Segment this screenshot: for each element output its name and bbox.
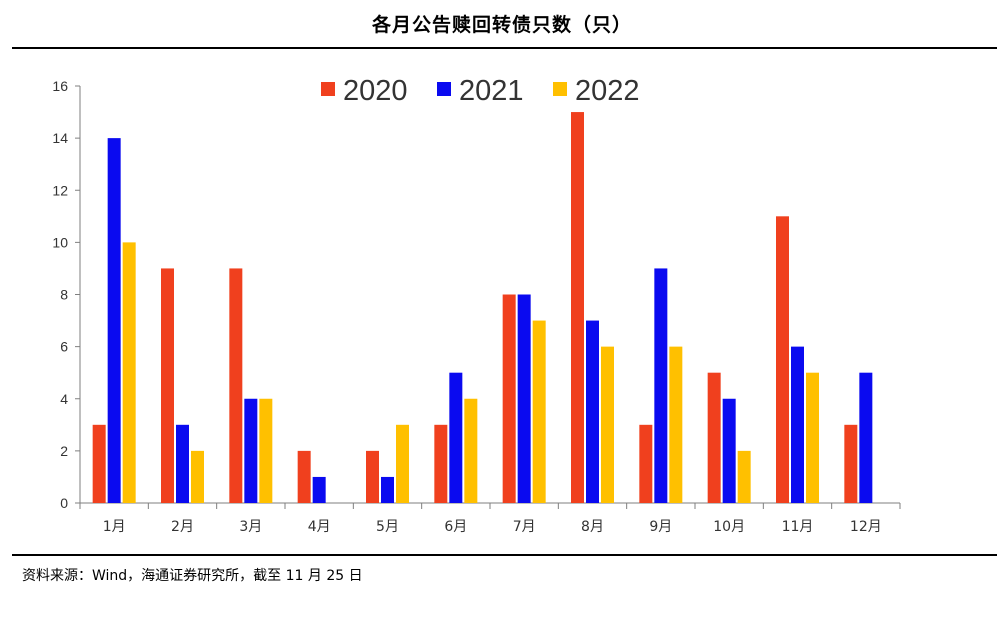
y-tick-label: 6 <box>60 339 68 355</box>
bar-2022-3 <box>259 398 273 503</box>
bar-2021-7 <box>517 294 531 503</box>
bar-2021-4 <box>312 476 326 503</box>
bottom-divider <box>12 554 997 556</box>
x-tick-label: 3月 <box>239 519 262 535</box>
bar-2022-8 <box>601 346 614 503</box>
x-tick-label: 11月 <box>782 519 814 535</box>
y-tick-label: 10 <box>52 234 68 250</box>
x-tick-label: 1月 <box>103 519 126 535</box>
legend-swatch-2021 <box>437 82 451 96</box>
source-note: 资料来源：Wind，海通证券研究所，截至 11 月 25 日 <box>22 568 363 584</box>
y-tick-label: 0 <box>60 495 68 511</box>
x-tick-label: 5月 <box>376 519 399 535</box>
legend-label-2020: 2020 <box>343 75 408 107</box>
x-tick-label: 10月 <box>713 519 745 535</box>
y-tick-label: 4 <box>60 391 68 407</box>
bar-2020-5 <box>366 450 379 503</box>
x-tick-label: 7月 <box>513 519 536 535</box>
bar-2022-6 <box>464 398 478 503</box>
top-divider <box>12 47 997 49</box>
bar-2021-10 <box>722 398 736 503</box>
bar-2020-7 <box>502 294 516 503</box>
bar-2020-3 <box>229 268 243 503</box>
bar-2020-10 <box>707 372 721 503</box>
bar-2021-11 <box>791 346 804 503</box>
bar-2020-4 <box>297 450 311 503</box>
bar-2020-9 <box>639 424 653 503</box>
bar-2021-2 <box>176 424 189 503</box>
x-tick-label: 2月 <box>171 519 194 535</box>
bar-2022-5 <box>396 424 409 503</box>
axes: 0 2 4 6 8 10 12 14 16 1月 2月 3月 4月 5月 6月 7月 8月 9月 10月 11月 12月 <box>52 78 901 535</box>
bar-2020-8 <box>571 112 584 503</box>
bar-2022-10 <box>737 450 751 503</box>
x-tick-label: 12月 <box>850 519 882 535</box>
bar-2020-12 <box>844 424 858 503</box>
bar-2021-5 <box>381 476 394 503</box>
legend-swatch-2022 <box>553 82 567 96</box>
bar-2020-11 <box>776 216 789 503</box>
chart-title: 各月公告赎回转债只数（只） <box>371 14 632 36</box>
legend-label-2022: 2022 <box>575 75 640 107</box>
y-tick-label: 14 <box>52 130 68 146</box>
legend: 2020 2021 2022 <box>321 75 640 107</box>
bar-2020-2 <box>161 268 174 503</box>
bar-2021-8 <box>586 320 599 503</box>
bar-2020-6 <box>434 424 448 503</box>
y-tick-label: 8 <box>60 287 68 303</box>
legend-label-2021: 2021 <box>459 75 524 107</box>
bar-2021-9 <box>654 268 668 503</box>
bar-2022-11 <box>806 372 819 503</box>
bar-2022-9 <box>669 346 683 503</box>
bar-2021-12 <box>859 372 873 503</box>
y-tick-label: 2 <box>60 443 68 459</box>
x-tick-label: 4月 <box>308 519 331 535</box>
y-tick-label: 12 <box>52 182 68 198</box>
bar-2021-1 <box>107 138 121 503</box>
bar-2022-2 <box>191 450 204 503</box>
bar-2020-1 <box>92 424 106 503</box>
bar-2022-7 <box>532 320 546 503</box>
bar-2021-3 <box>244 398 258 503</box>
bar-2021-6 <box>449 372 463 503</box>
x-tick-label: 8月 <box>581 519 604 535</box>
legend-swatch-2020 <box>321 82 335 96</box>
x-tick-label: 6月 <box>444 519 467 535</box>
y-tick-label: 16 <box>52 78 68 94</box>
bars <box>92 112 873 503</box>
bar-2022-1 <box>122 242 136 503</box>
x-tick-label: 9月 <box>649 519 672 535</box>
